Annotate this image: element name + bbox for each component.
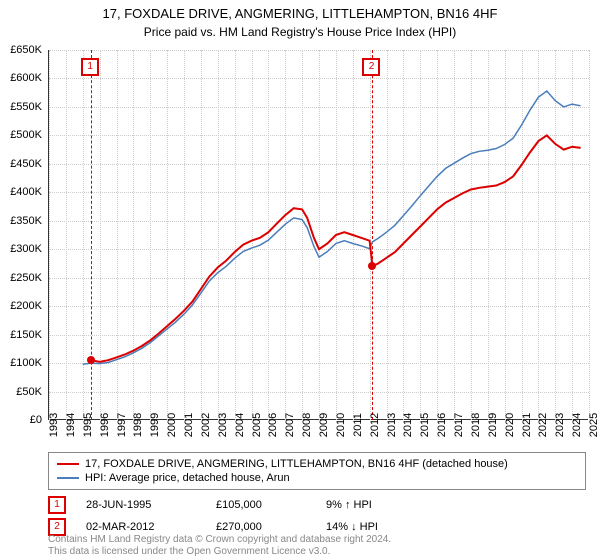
plot-region (48, 50, 588, 420)
sale-dot (368, 262, 376, 270)
x-tick-label: 1994 (65, 413, 77, 437)
y-tick-label: £350K (0, 215, 42, 227)
x-tick-label: 1999 (149, 413, 161, 437)
legend-row: 17, FOXDALE DRIVE, ANGMERING, LITTLEHAMP… (57, 457, 577, 471)
attribution-line2: This data is licensed under the Open Gov… (48, 546, 391, 558)
x-tick-label: 1997 (116, 413, 128, 437)
x-tick-label: 2021 (521, 413, 533, 437)
x-tick-label: 2023 (554, 413, 566, 437)
y-tick-label: £300K (0, 243, 42, 255)
x-tick-label: 2016 (436, 413, 448, 437)
chart-subtitle: Price paid vs. HM Land Registry's House … (0, 23, 600, 39)
y-tick-label: £650K (0, 44, 42, 56)
x-tick-label: 2001 (183, 413, 195, 437)
legend: 17, FOXDALE DRIVE, ANGMERING, LITTLEHAMP… (48, 452, 586, 490)
x-tick-label: 1995 (82, 413, 94, 437)
attribution-line1: Contains HM Land Registry data © Crown c… (48, 534, 391, 546)
x-tick-label: 2005 (251, 413, 263, 437)
sales-row: 1 28-JUN-1995£105,0009% ↑ HPI (48, 494, 588, 516)
x-tick-label: 2006 (267, 413, 279, 437)
sales-table: 128-JUN-1995£105,0009% ↑ HPI202-MAR-2012… (48, 494, 588, 538)
line-paths (49, 50, 589, 420)
x-tick-label: 2000 (166, 413, 178, 437)
x-tick-label: 2012 (369, 413, 381, 437)
y-tick-label: £150K (0, 329, 42, 341)
series-line (91, 135, 580, 362)
sales-pct: 14% ↓ HPI (326, 521, 436, 533)
x-tick-label: 2013 (386, 413, 398, 437)
x-tick-label: 2007 (284, 413, 296, 437)
x-tick-label: 2009 (318, 413, 330, 437)
x-tick-label: 2024 (571, 413, 583, 437)
sales-date: 28-JUN-1995 (86, 499, 216, 511)
x-tick-label: 2002 (200, 413, 212, 437)
y-tick-label: £400K (0, 186, 42, 198)
y-tick-label: £600K (0, 72, 42, 84)
x-tick-label: 1998 (132, 413, 144, 437)
x-tick-label: 1996 (99, 413, 111, 437)
legend-label: 17, FOXDALE DRIVE, ANGMERING, LITTLEHAMP… (85, 458, 508, 470)
legend-swatch (57, 477, 79, 479)
y-tick-label: £200K (0, 300, 42, 312)
marker-box: 2 (362, 58, 380, 76)
x-tick-label: 2010 (335, 413, 347, 437)
x-tick-label: 2014 (402, 413, 414, 437)
x-tick-label: 2019 (487, 413, 499, 437)
sales-price: £270,000 (216, 521, 326, 533)
x-tick-label: 2018 (470, 413, 482, 437)
chart-container: 17, FOXDALE DRIVE, ANGMERING, LITTLEHAMP… (0, 0, 600, 560)
chart-title: 17, FOXDALE DRIVE, ANGMERING, LITTLEHAMP… (0, 0, 600, 23)
x-tick-label: 2022 (537, 413, 549, 437)
y-tick-label: £500K (0, 129, 42, 141)
chart-area: £0£50K£100K£150K£200K£250K£300K£350K£400… (48, 50, 588, 420)
sales-marker: 1 (48, 496, 66, 514)
legend-label: HPI: Average price, detached house, Arun (85, 472, 290, 484)
y-tick-label: £0 (0, 414, 42, 426)
y-tick-label: £450K (0, 158, 42, 170)
sales-price: £105,000 (216, 499, 326, 511)
y-tick-label: £550K (0, 101, 42, 113)
legend-row: HPI: Average price, detached house, Arun (57, 471, 577, 485)
grid-line-v (589, 50, 590, 420)
x-tick-label: 2011 (352, 413, 364, 437)
x-tick-label: 2017 (453, 413, 465, 437)
sales-pct: 9% ↑ HPI (326, 499, 436, 511)
x-tick-label: 2025 (588, 413, 600, 437)
x-tick-label: 2008 (301, 413, 313, 437)
attribution: Contains HM Land Registry data © Crown c… (48, 534, 391, 558)
x-tick-label: 1993 (48, 413, 60, 437)
x-tick-label: 2003 (217, 413, 229, 437)
marker-box: 1 (81, 58, 99, 76)
x-tick-label: 2015 (419, 413, 431, 437)
x-tick-label: 2004 (234, 413, 246, 437)
y-tick-label: £250K (0, 272, 42, 284)
sale-dot (87, 356, 95, 364)
x-tick-label: 2020 (504, 413, 516, 437)
legend-swatch (57, 463, 79, 465)
y-tick-label: £50K (0, 386, 42, 398)
sales-date: 02-MAR-2012 (86, 521, 216, 533)
y-tick-label: £100K (0, 357, 42, 369)
series-line (83, 91, 581, 364)
